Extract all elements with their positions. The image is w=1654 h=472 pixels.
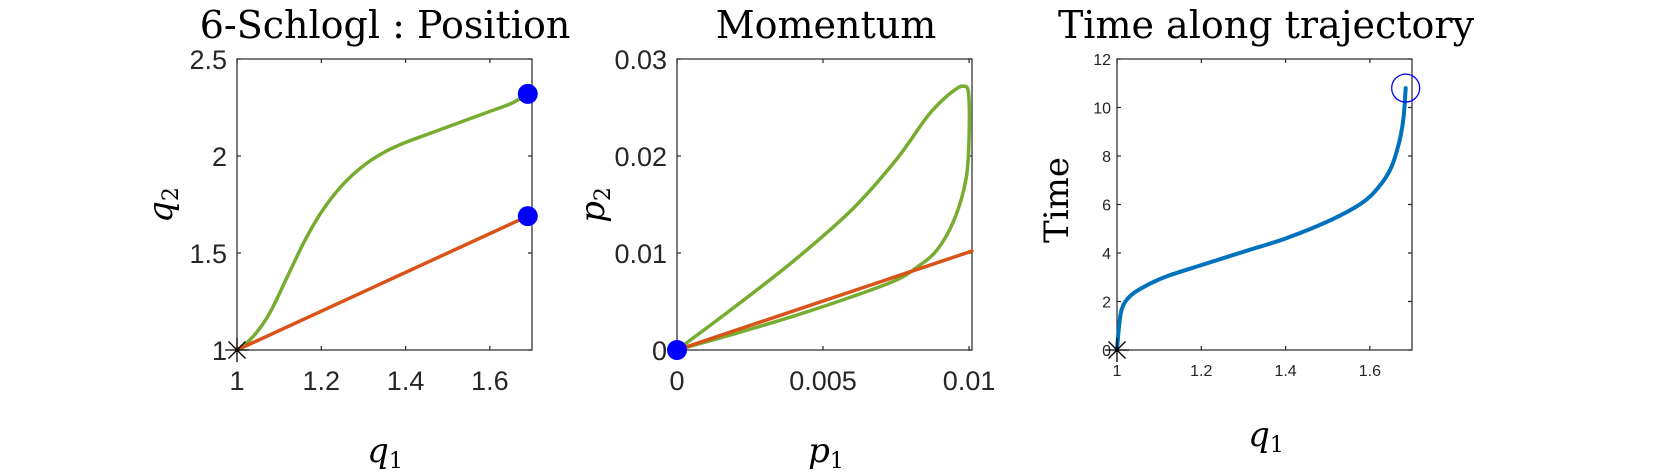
x-tick-label: 1.6 xyxy=(471,366,509,396)
plot-area: 1 1.2 1.4 1.6 0 2 4 6 8 10 12 xyxy=(1093,52,1421,380)
endpoint-marker xyxy=(517,206,538,227)
series-line xyxy=(675,249,974,352)
x-tick-label: 1.2 xyxy=(303,366,341,396)
x-tick-label: 0.01 xyxy=(943,366,996,396)
y-axis-label: p2 xyxy=(573,187,616,223)
x-axis-label: p1 xyxy=(808,431,844,472)
start-marker xyxy=(667,340,687,360)
y-tick-label: 1 xyxy=(212,336,227,366)
y-tick-label: 2 xyxy=(1102,295,1111,312)
y-tick-label: 8 xyxy=(1102,149,1111,166)
y-tick-label: 10 xyxy=(1093,101,1111,118)
star-stroke xyxy=(1108,341,1126,359)
series-line xyxy=(235,214,530,352)
axes-frame xyxy=(1116,58,1413,351)
x-tick-label: 1.2 xyxy=(1190,363,1212,380)
x-axis-label-sub: 1 xyxy=(389,449,403,472)
x-tick-label: 1 xyxy=(1113,363,1122,380)
y-tick-label: 0.01 xyxy=(614,239,667,269)
y-tick-label: 2.5 xyxy=(189,45,227,75)
x-tick-label: 1 xyxy=(229,366,244,396)
star-stroke xyxy=(228,341,246,359)
x-axis-label-sub: 1 xyxy=(1270,433,1284,458)
panel-position: 6-Schlogl : Position 1 1.2 1.4 1.611.522.5 … xyxy=(141,3,570,472)
series-line xyxy=(675,84,972,352)
end-open-circle-marker xyxy=(1391,73,1421,103)
y-tick-label: 0.03 xyxy=(614,45,667,75)
axes-frame xyxy=(676,58,973,351)
start-star-marker xyxy=(225,338,249,362)
y-tick-label: 6 xyxy=(1102,198,1111,215)
y-tick-label: 12 xyxy=(1093,52,1111,69)
y-tick-label: 0.02 xyxy=(614,142,667,172)
y-tick-label: 1.5 xyxy=(189,239,227,269)
x-axis-label-main: q xyxy=(1248,415,1270,455)
x-tick-label: 0 xyxy=(669,366,684,396)
x-axis-label-sub: 1 xyxy=(830,449,844,472)
panel-time: Time along trajectory 1 1.2 1.4 1.602468101… xyxy=(1037,3,1475,458)
chart-title: 6-Schlogl : Position xyxy=(200,3,571,47)
x-tick-label: 1.4 xyxy=(387,366,425,396)
y-axis-label: Time xyxy=(1037,157,1077,243)
y-tick-label: 4 xyxy=(1102,246,1111,263)
x-axis-label: q1 xyxy=(1248,415,1284,458)
x-axis-label: q1 xyxy=(367,431,403,472)
series-line xyxy=(235,92,530,352)
y-axis-label-main: p xyxy=(573,201,613,223)
axes-frame xyxy=(236,58,533,351)
plot-area: 1 1.2 1.4 1.6 1 1.5 2 2.5 xyxy=(189,45,538,396)
start-star-marker xyxy=(1105,338,1129,362)
chart-title: Momentum xyxy=(716,3,937,47)
y-axis-label-sub: 2 xyxy=(159,187,184,201)
y-tick-label: 2 xyxy=(212,142,227,172)
plot-area: 0 0.005 0.01 0 0.01 0.02 0.03 xyxy=(614,45,995,396)
y-axis-label-sub: 2 xyxy=(591,187,616,201)
x-axis-label-main: p xyxy=(808,431,830,471)
x-axis-label-main: q xyxy=(367,431,389,471)
y-axis-label-main: q xyxy=(141,201,181,223)
x-tick-label: 1.4 xyxy=(1274,363,1296,380)
chart-title: Time along trajectory xyxy=(1058,3,1475,47)
y-tick-label: 0 xyxy=(652,336,667,366)
y-tick-label: 0 xyxy=(1102,343,1111,360)
endpoint-marker xyxy=(517,83,538,104)
x-tick-label: 1.6 xyxy=(1359,363,1381,380)
series-line xyxy=(1115,86,1408,352)
x-tick-label: 0.005 xyxy=(789,366,857,396)
y-axis-label: q2 xyxy=(141,187,184,223)
